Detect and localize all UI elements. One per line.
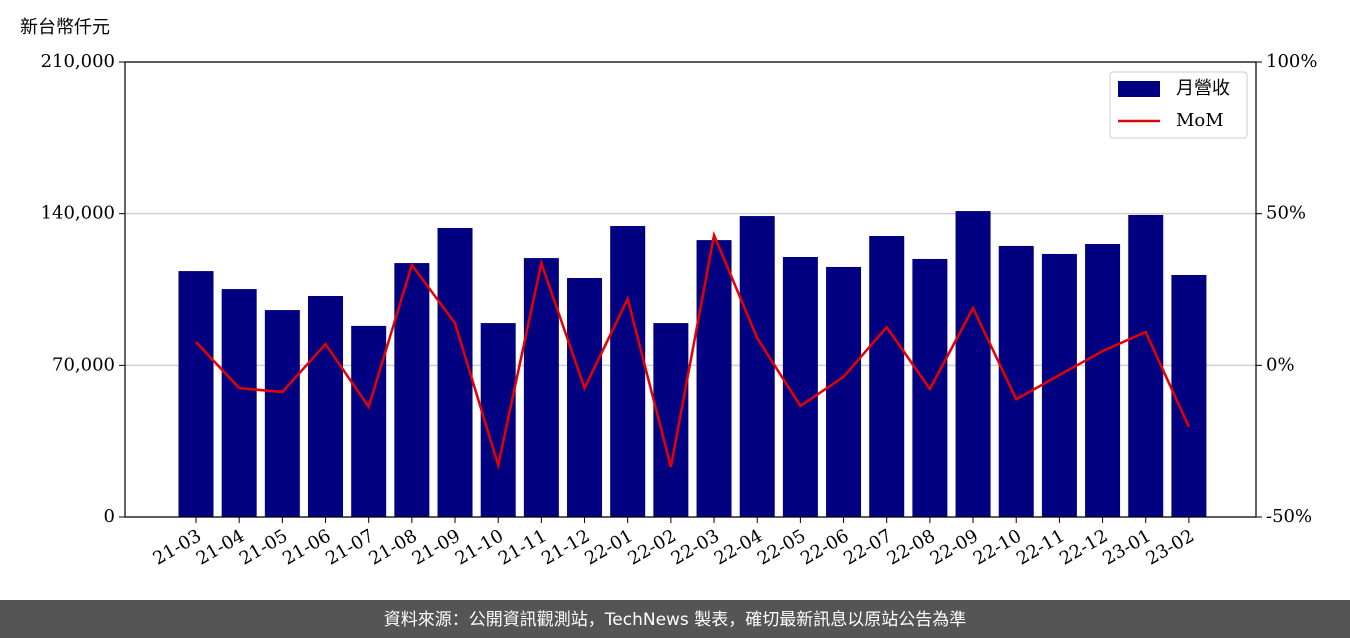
legend-label: 月營收 [1176, 78, 1230, 99]
legend-swatch [1118, 81, 1160, 97]
line [195, 230, 1191, 471]
plot-frame [124, 61, 1257, 518]
bar [178, 271, 214, 517]
bar [437, 227, 473, 517]
bar [480, 323, 516, 517]
bar [1128, 214, 1164, 517]
legend-label: MoM [1176, 110, 1224, 131]
y-tick-label: 70,000 [52, 354, 115, 375]
bar [826, 266, 862, 517]
bar [610, 226, 646, 517]
bar [567, 278, 603, 517]
y-tick-label: 0 [104, 506, 115, 527]
bar [1171, 274, 1207, 517]
unit-label: 新台幣仟元 [20, 17, 110, 38]
y2-tick-label: 50% [1266, 203, 1306, 224]
footer-bar [0, 600, 1350, 638]
bar [523, 258, 559, 517]
bar [308, 296, 344, 517]
bar [998, 245, 1034, 517]
bar [1041, 253, 1077, 517]
bar [351, 325, 387, 517]
bar [869, 235, 905, 517]
bar [221, 289, 257, 517]
bar [955, 211, 991, 518]
y-tick-label: 210,000 [41, 51, 115, 72]
bar [264, 310, 300, 517]
y-tick-label: 140,000 [41, 203, 115, 224]
footer: 資料來源：公開資訊觀測站，TechNews 製表，確切最新訊息以原站公告為準 [384, 610, 966, 630]
bar [1085, 244, 1121, 517]
y2-tick-label: -50% [1266, 506, 1312, 527]
y2-tick-label: 0% [1266, 354, 1295, 375]
bar [696, 240, 732, 517]
bar [739, 216, 775, 518]
y2-tick-label: 100% [1266, 51, 1317, 72]
